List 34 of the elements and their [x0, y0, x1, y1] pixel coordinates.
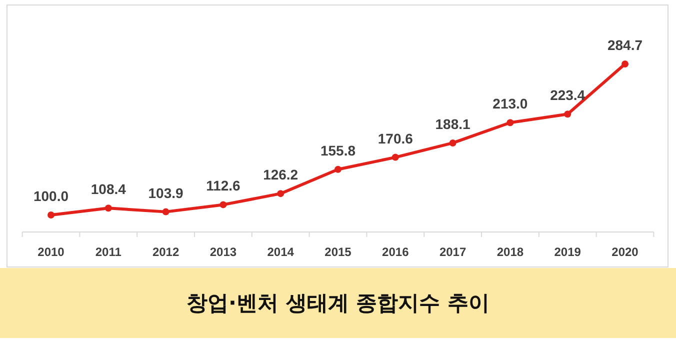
point	[564, 110, 572, 118]
point	[506, 119, 514, 126]
point	[622, 60, 628, 68]
data-label: 155.8	[320, 142, 356, 158]
data-label: 103.9	[148, 184, 184, 201]
data-label: 108.4	[90, 181, 126, 198]
point	[220, 201, 227, 208]
x-tick-label: 2011	[95, 245, 122, 259]
x-tick-label: 2017	[439, 245, 466, 259]
point	[334, 166, 342, 173]
data-label: 284.7	[607, 37, 643, 53]
x-tick-label: 2019	[554, 245, 582, 259]
data-label: 170.6	[378, 130, 414, 146]
data-label: 126.2	[263, 166, 298, 183]
point	[162, 208, 170, 216]
data-label: 223.4	[550, 87, 586, 104]
data-label: 213.0	[492, 96, 528, 112]
x-tick-label: 2018	[496, 245, 524, 259]
point	[392, 154, 399, 161]
data-label: 100.0	[33, 188, 69, 204]
point	[277, 190, 284, 198]
x-tick-label: 2014	[267, 245, 294, 259]
x-tick-label: 2015	[324, 245, 352, 259]
x-tick-label: 2010	[38, 245, 65, 259]
data-label: 112.6	[206, 178, 241, 194]
text: 창업·벤처 생태계 종합지수 추이	[186, 291, 490, 315]
point	[449, 139, 456, 146]
x-tick-label: 2020	[612, 245, 639, 259]
x-tick-label: 2016	[382, 245, 410, 259]
point	[104, 204, 112, 212]
point	[48, 212, 54, 218]
data-label: 188.1	[435, 116, 471, 132]
x-tick-label: 2013	[210, 245, 237, 259]
x-tick-label: 2012	[152, 245, 180, 259]
